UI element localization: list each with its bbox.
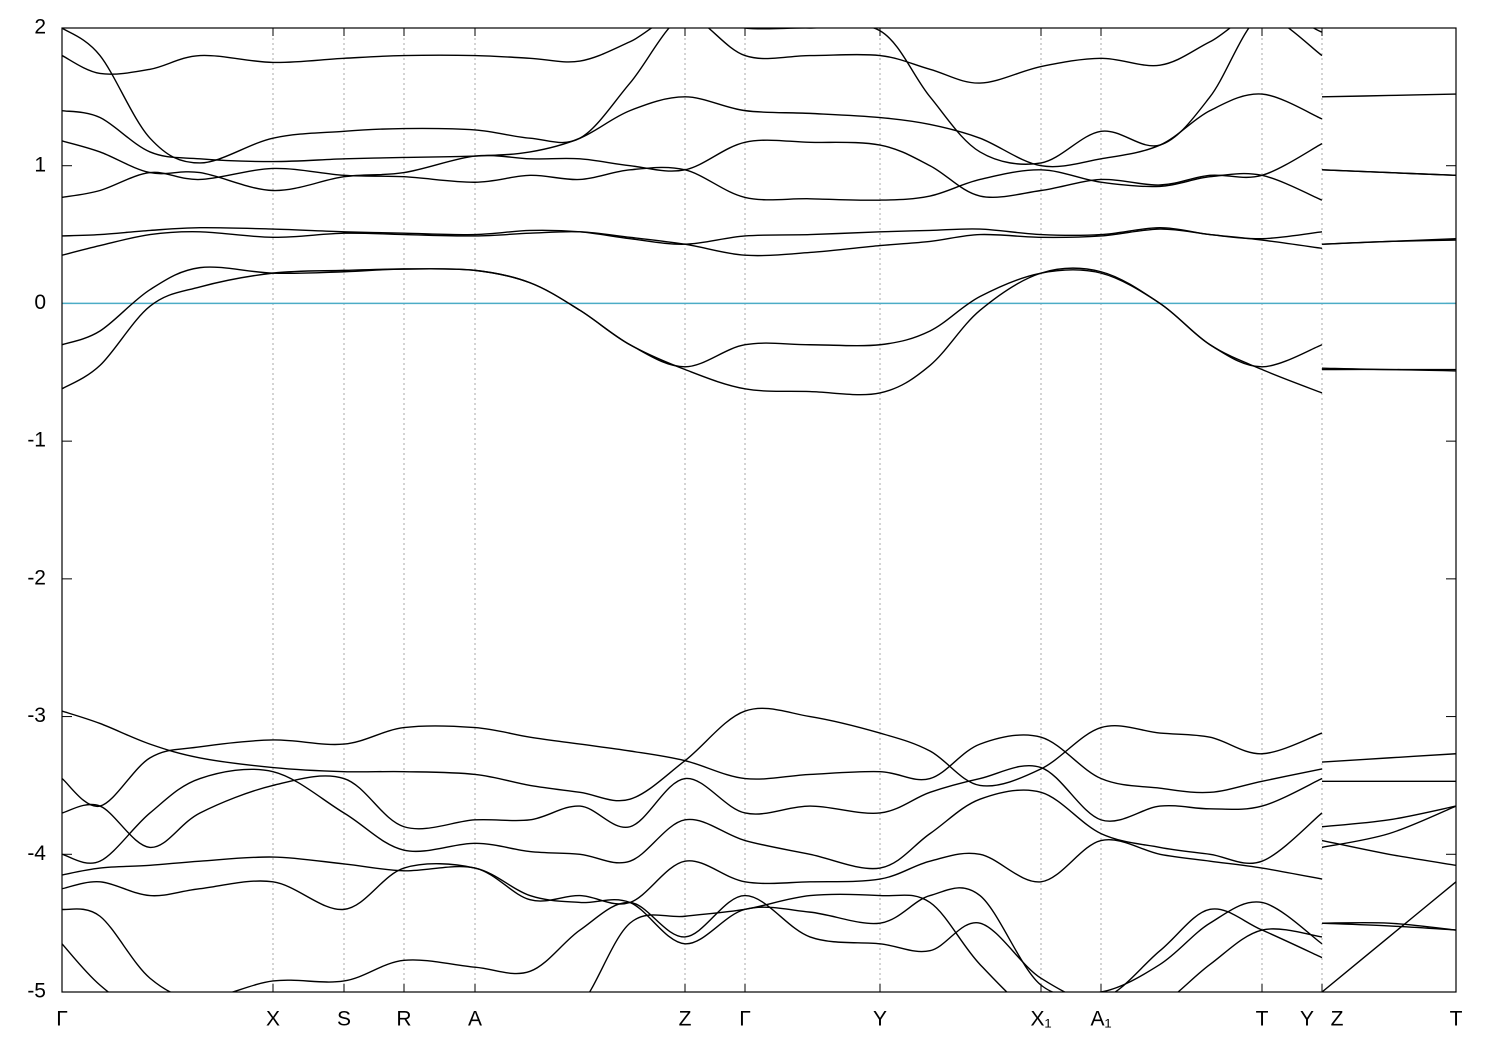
band-line [62, 267, 1323, 396]
x-tick-label: A₁ [1090, 1008, 1111, 1031]
x-tick-label: S [337, 1008, 351, 1031]
x-tick-label: Y [1300, 1008, 1314, 1031]
band-line [1321, 805, 1456, 849]
band-line [1321, 93, 1456, 98]
y-tick-label: 2 [34, 16, 46, 39]
plot-frame [61, 27, 1457, 993]
band-line [62, 764, 1323, 849]
y-tick-label: -3 [27, 704, 46, 727]
band-line [1321, 881, 1456, 992]
x-tick-label: Γ [56, 1008, 68, 1031]
band-line [62, 266, 1323, 368]
y-tick-label: -2 [27, 566, 46, 589]
band-line [1321, 169, 1456, 177]
band-line [62, 768, 1323, 870]
band-line [1321, 805, 1456, 828]
x-tick-label: X [266, 1008, 280, 1031]
y-tick-label: -4 [27, 842, 46, 865]
y-tick-label: 1 [34, 153, 46, 176]
y-tick-label: -1 [27, 429, 46, 452]
band-line [62, 28, 1323, 165]
band-line [62, 725, 1323, 807]
band-line [1321, 839, 1456, 866]
band-line [1321, 753, 1456, 763]
y-tick-label: -5 [27, 980, 46, 1003]
band-line [62, 707, 1323, 802]
y-tick-label: 0 [34, 291, 46, 314]
x-tick-label: X₁ [1030, 1008, 1051, 1031]
band-line [62, 139, 1323, 198]
band-line [62, 893, 1323, 992]
x-tick-label: Z [1331, 1008, 1344, 1031]
x-tick-label: A [468, 1008, 482, 1031]
bands [62, 28, 1456, 992]
band-line [1321, 238, 1456, 245]
band-line [62, 863, 1323, 992]
x-tick-label: Γ [739, 1008, 751, 1031]
band-line [62, 28, 1323, 84]
band-line [62, 226, 1323, 245]
x-tick-label: R [396, 1008, 411, 1031]
band-line [1321, 921, 1456, 931]
x-tick-label: Z [679, 1008, 692, 1031]
band-line [1321, 922, 1456, 931]
x-tick-label: Y [873, 1008, 887, 1031]
band-line [1321, 367, 1456, 371]
x-tick-label: T [1256, 1008, 1269, 1031]
band-line [62, 894, 1323, 992]
band-line [62, 838, 1323, 905]
band-line [62, 93, 1323, 168]
x-tick-label: T [1450, 1008, 1463, 1031]
labels: 210-1-2-3-4-5Γ X S R A Z Γ Y X₁ A₁ T Y Z T [27, 16, 1462, 1031]
